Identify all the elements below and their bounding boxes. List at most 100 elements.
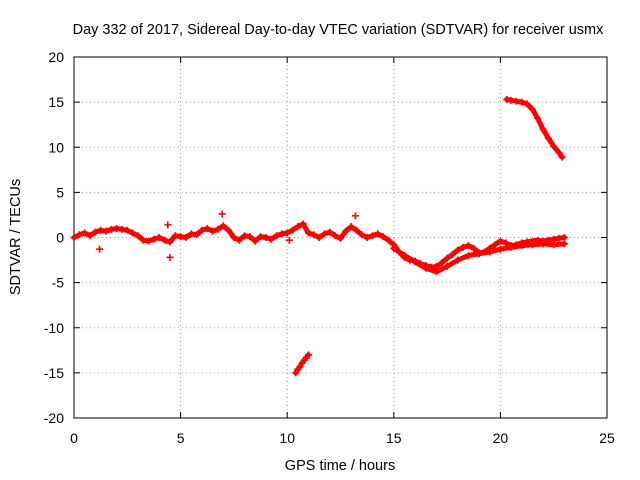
- data-point: [374, 230, 382, 238]
- x-tick-label: 10: [279, 430, 295, 446]
- data-point: [289, 226, 297, 234]
- data-point: [555, 149, 563, 157]
- data-point: [218, 210, 226, 218]
- data-point: [363, 234, 371, 241]
- data-point: [528, 105, 536, 113]
- data-point: [166, 253, 174, 261]
- data-point: [113, 224, 121, 232]
- data-point: [550, 142, 558, 150]
- data-point: [273, 232, 281, 240]
- y-tick-label: 10: [48, 139, 64, 155]
- data-point: [443, 262, 451, 270]
- data-point: [187, 230, 195, 238]
- data-point: [454, 256, 462, 264]
- data-point: [91, 228, 99, 236]
- y-tick-label: -15: [44, 365, 64, 381]
- data-point: [193, 231, 201, 239]
- data-point: [246, 233, 254, 241]
- data-point: [512, 97, 520, 105]
- x-tick-label: 0: [70, 430, 78, 446]
- series-trace: [71, 221, 567, 270]
- data-point: [294, 223, 302, 231]
- data-point: [518, 98, 526, 106]
- data-point: [75, 231, 83, 239]
- axis-ticks: [73, 56, 608, 419]
- y-tick-label: -5: [52, 275, 65, 291]
- data-point: [528, 241, 536, 249]
- data-point: [347, 223, 355, 231]
- y-tick-label: -20: [44, 410, 64, 426]
- data-point: [164, 221, 172, 229]
- series-segment-near-10h: [292, 351, 313, 377]
- data-point: [198, 226, 206, 234]
- data-point: [155, 234, 163, 241]
- data-point: [454, 246, 462, 254]
- data-point: [97, 226, 105, 234]
- x-tick-label: 20: [493, 430, 509, 446]
- data-point: [70, 234, 78, 241]
- data-point: [251, 237, 259, 245]
- data-point: [503, 95, 511, 103]
- data-point: [507, 243, 515, 251]
- data-point: [507, 96, 515, 104]
- data-point: [368, 232, 376, 240]
- data-point: [123, 226, 131, 234]
- data-point: [292, 369, 300, 377]
- data-point: [544, 134, 552, 142]
- data-point: [486, 248, 494, 256]
- data-point: [161, 236, 169, 244]
- data-point: [358, 231, 366, 239]
- data-point: [203, 224, 211, 232]
- data-point: [464, 242, 472, 250]
- data-point: [102, 227, 110, 235]
- data-point: [560, 240, 568, 248]
- data-point: [257, 233, 265, 241]
- data-point: [209, 227, 217, 235]
- data-point: [118, 225, 126, 233]
- data-point: [496, 245, 504, 253]
- data-point: [379, 233, 387, 241]
- data-point: [305, 351, 313, 359]
- x-tick-label: 15: [386, 430, 402, 446]
- series-trace: [391, 241, 567, 275]
- data-point: [145, 237, 153, 245]
- data-point: [107, 225, 115, 233]
- data-point: [352, 226, 360, 234]
- data-point: [438, 259, 446, 267]
- data-point: [299, 220, 307, 228]
- data-point: [331, 232, 339, 240]
- data-point: [96, 245, 104, 253]
- chart-title: Day 332 of 2017, Sidereal Day-to-day VTE…: [73, 22, 605, 38]
- data-point: [230, 234, 238, 241]
- x-tick-label: 5: [177, 430, 185, 446]
- data-point: [384, 236, 392, 244]
- series-main-band: [70, 220, 568, 271]
- data-point: [219, 222, 227, 230]
- data-point: [502, 239, 510, 247]
- data-point: [555, 234, 563, 242]
- data-point: [134, 232, 142, 240]
- data-point: [432, 268, 440, 276]
- data-point: [182, 234, 190, 241]
- y-tick-label: 15: [48, 94, 64, 110]
- data-point: [177, 233, 185, 241]
- data-point: [422, 264, 430, 272]
- data-point: [342, 227, 350, 235]
- y-tick-label: 20: [48, 49, 64, 65]
- data-point: [262, 234, 270, 241]
- data-point: [310, 231, 318, 239]
- y-tick-label: 5: [56, 184, 64, 200]
- data-point: [305, 229, 313, 237]
- data-point: [171, 232, 179, 240]
- data-point: [390, 244, 398, 252]
- data-point: [523, 100, 531, 108]
- data-point: [214, 225, 222, 233]
- data-point: [560, 234, 568, 241]
- data-point: [267, 235, 275, 243]
- data-point: [550, 241, 558, 249]
- data-point: [235, 236, 243, 244]
- data-point: [558, 153, 566, 161]
- data-point: [534, 114, 542, 122]
- data-point: [129, 229, 137, 237]
